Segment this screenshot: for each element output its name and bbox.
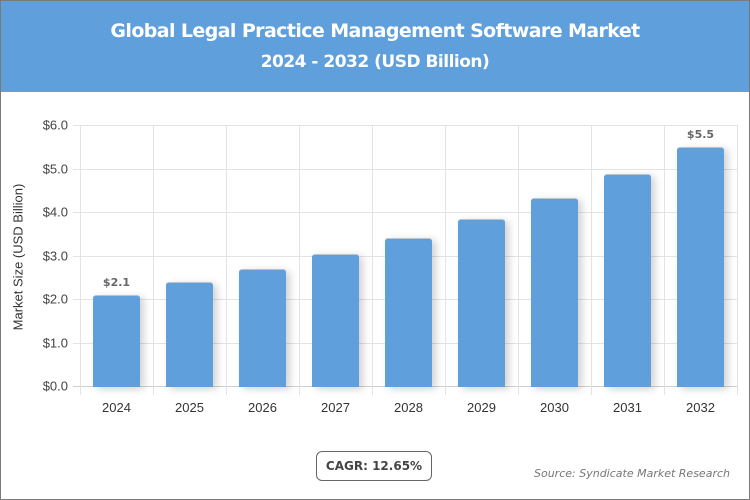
gridline-x	[153, 125, 154, 395]
gridline-x	[591, 125, 592, 395]
chart-title: Global Legal Practice Management Softwar…	[110, 20, 640, 42]
data-label: $2.1	[102, 275, 131, 289]
gridline-y	[73, 125, 737, 126]
gridline-x	[372, 125, 373, 395]
gridline-x	[299, 125, 300, 395]
chart-header: Global Legal Practice Management Softwar…	[1, 1, 749, 92]
x-tick-label: 2024	[102, 400, 131, 415]
bar-2027	[312, 253, 359, 387]
bar-2026	[239, 268, 286, 387]
data-label: $5.5	[686, 127, 715, 141]
gridline-x	[518, 125, 519, 395]
x-tick-label: 2027	[321, 400, 350, 415]
x-tick-label: 2032	[686, 400, 715, 415]
chart-subtitle: 2024 - 2032 (USD Billion)	[260, 52, 490, 72]
gridline-x	[80, 125, 81, 395]
y-tick-label: $6.0	[42, 117, 68, 133]
y-tick-label: $2.0	[42, 291, 68, 307]
x-tick-label: 2025	[175, 400, 204, 415]
gridline-x	[226, 125, 227, 395]
bar-2032	[677, 146, 724, 387]
x-tick-label: 2030	[540, 400, 569, 415]
bar-2024	[93, 294, 140, 387]
gridline-x	[664, 125, 665, 395]
source-note: Source: Syndicate Market Research	[534, 467, 730, 480]
y-tick-label: $4.0	[42, 204, 68, 220]
gridline-x	[445, 125, 446, 395]
gridline-y	[73, 168, 737, 170]
gridline-x	[737, 125, 738, 395]
y-tick-label: $1.0	[42, 335, 68, 350]
x-tick-label: 2028	[394, 400, 423, 415]
cagr-badge: CAGR: 12.65%	[316, 451, 432, 481]
bar-2030	[531, 197, 578, 387]
gridline-y	[73, 212, 737, 213]
x-tick-label: 2029	[467, 400, 496, 415]
bar-2031	[604, 173, 651, 387]
y-tick-label: $3.0	[42, 248, 68, 263]
y-tick-label: $0.0	[42, 378, 68, 394]
x-tick-label: 2031	[613, 400, 642, 415]
bar-2025	[166, 281, 213, 387]
x-tick-label: 2026	[248, 400, 277, 415]
y-axis-label: Market Size (USD Billion)	[10, 183, 26, 331]
bar-2029	[458, 218, 505, 387]
bar-2028	[385, 237, 432, 387]
y-tick-label: $5.0	[42, 161, 68, 176]
